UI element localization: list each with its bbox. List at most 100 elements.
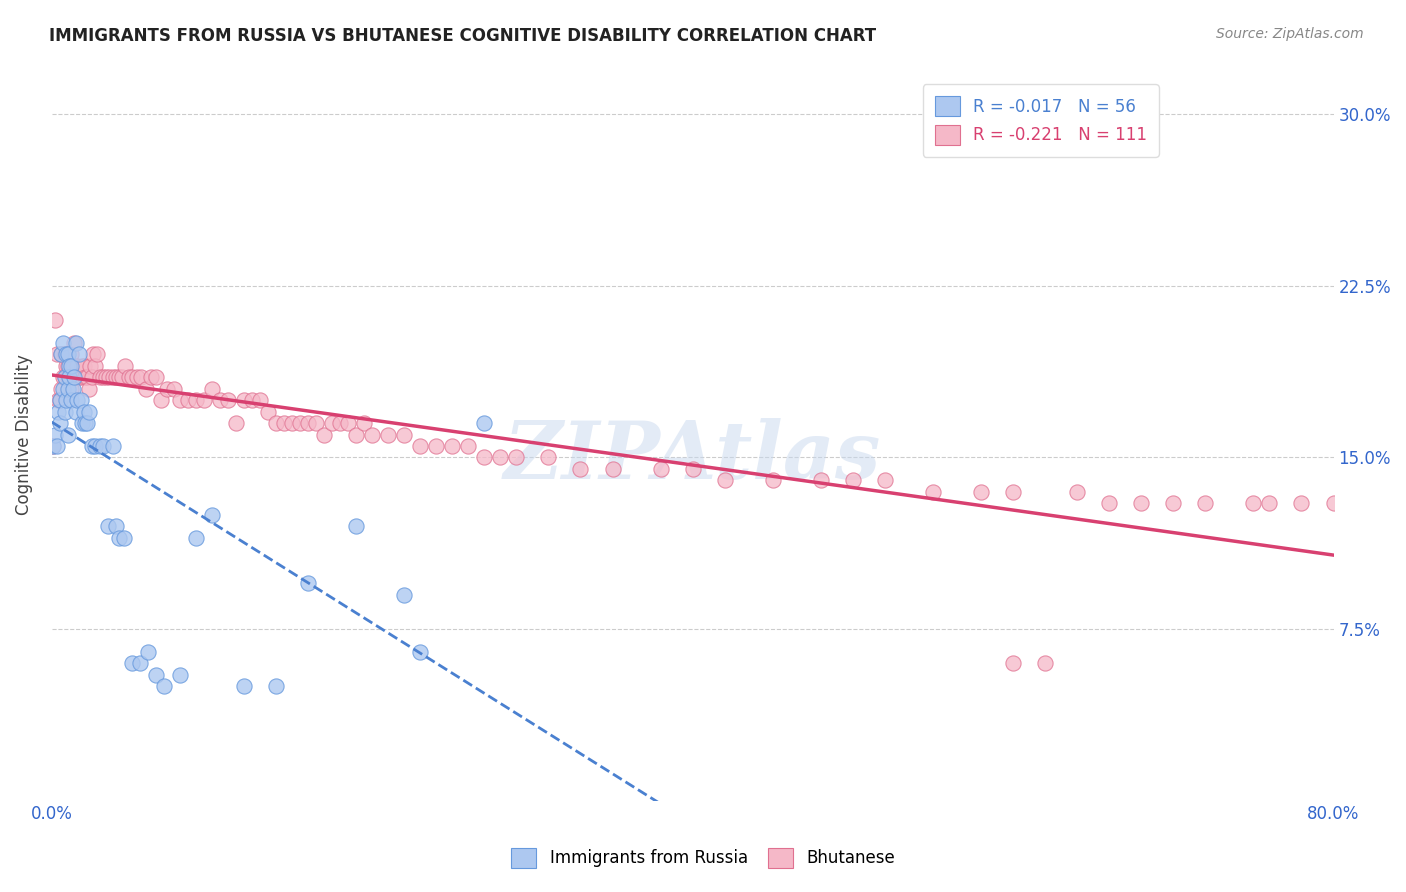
Point <box>62 382 84 396</box>
Point <box>56 370 79 384</box>
Point <box>297 576 319 591</box>
Point <box>46 393 69 408</box>
Y-axis label: Cognitive Disability: Cognitive Disability <box>15 354 32 515</box>
Point <box>135 382 157 396</box>
Point <box>104 370 127 384</box>
Point <box>131 370 153 384</box>
Point <box>55 359 77 373</box>
Point <box>201 508 224 522</box>
Point <box>108 531 131 545</box>
Point <box>51 347 73 361</box>
Point <box>505 450 527 465</box>
Point <box>111 370 134 384</box>
Point <box>441 439 464 453</box>
Point <box>118 370 141 384</box>
Point <box>489 450 512 465</box>
Point <box>1130 496 1153 510</box>
Point <box>49 416 72 430</box>
Point <box>49 393 72 408</box>
Point <box>650 462 672 476</box>
Legend: Immigrants from Russia, Bhutanese: Immigrants from Russia, Bhutanese <box>505 841 901 875</box>
Point <box>75 370 97 384</box>
Point <box>66 393 89 408</box>
Point <box>98 370 121 384</box>
Point <box>153 679 176 693</box>
Point <box>394 588 416 602</box>
Point <box>273 416 295 430</box>
Point <box>73 359 96 373</box>
Point <box>76 416 98 430</box>
Point <box>56 427 79 442</box>
Point <box>162 382 184 396</box>
Point <box>53 405 76 419</box>
Point <box>53 347 76 361</box>
Text: Source: ZipAtlas.com: Source: ZipAtlas.com <box>1216 27 1364 41</box>
Point <box>44 427 66 442</box>
Point <box>56 382 79 396</box>
Point <box>329 416 352 430</box>
Point <box>49 393 72 408</box>
Point <box>240 393 263 408</box>
Point <box>682 462 704 476</box>
Point <box>184 531 207 545</box>
Point <box>89 439 111 453</box>
Point <box>65 370 87 384</box>
Point <box>409 645 432 659</box>
Point <box>394 427 416 442</box>
Point <box>67 370 90 384</box>
Text: IMMIGRANTS FROM RUSSIA VS BHUTANESE COGNITIVE DISABILITY CORRELATION CHART: IMMIGRANTS FROM RUSSIA VS BHUTANESE COGN… <box>49 27 876 45</box>
Point <box>46 405 69 419</box>
Point <box>297 416 319 430</box>
Point <box>101 370 124 384</box>
Point <box>169 667 191 681</box>
Point <box>193 393 215 408</box>
Point <box>77 382 100 396</box>
Point <box>82 347 104 361</box>
Point <box>44 313 66 327</box>
Point <box>1322 496 1344 510</box>
Point <box>58 370 80 384</box>
Point <box>63 336 86 351</box>
Point <box>1194 496 1216 510</box>
Point <box>91 370 114 384</box>
Point <box>337 416 360 430</box>
Point <box>201 382 224 396</box>
Point <box>377 427 399 442</box>
Point <box>1241 496 1264 510</box>
Point <box>52 382 75 396</box>
Point <box>145 667 167 681</box>
Point <box>264 416 287 430</box>
Point <box>264 679 287 693</box>
Point <box>59 359 82 373</box>
Point <box>970 484 993 499</box>
Point <box>184 393 207 408</box>
Point <box>602 462 624 476</box>
Point <box>91 439 114 453</box>
Point <box>58 370 80 384</box>
Point <box>77 405 100 419</box>
Point <box>156 382 179 396</box>
Point <box>249 393 271 408</box>
Point <box>145 370 167 384</box>
Point <box>1002 484 1025 499</box>
Point <box>69 393 91 408</box>
Point <box>84 359 107 373</box>
Point <box>89 370 111 384</box>
Point <box>84 439 107 453</box>
Point <box>59 347 82 361</box>
Point <box>101 439 124 453</box>
Point <box>59 382 82 396</box>
Point <box>66 359 89 373</box>
Point <box>52 336 75 351</box>
Point <box>75 416 97 430</box>
Point <box>713 473 735 487</box>
Point <box>257 405 280 419</box>
Point <box>65 405 87 419</box>
Point <box>1066 484 1088 499</box>
Point <box>842 473 865 487</box>
Point <box>104 519 127 533</box>
Point <box>53 370 76 384</box>
Point <box>65 370 87 384</box>
Point <box>344 519 367 533</box>
Point <box>472 450 495 465</box>
